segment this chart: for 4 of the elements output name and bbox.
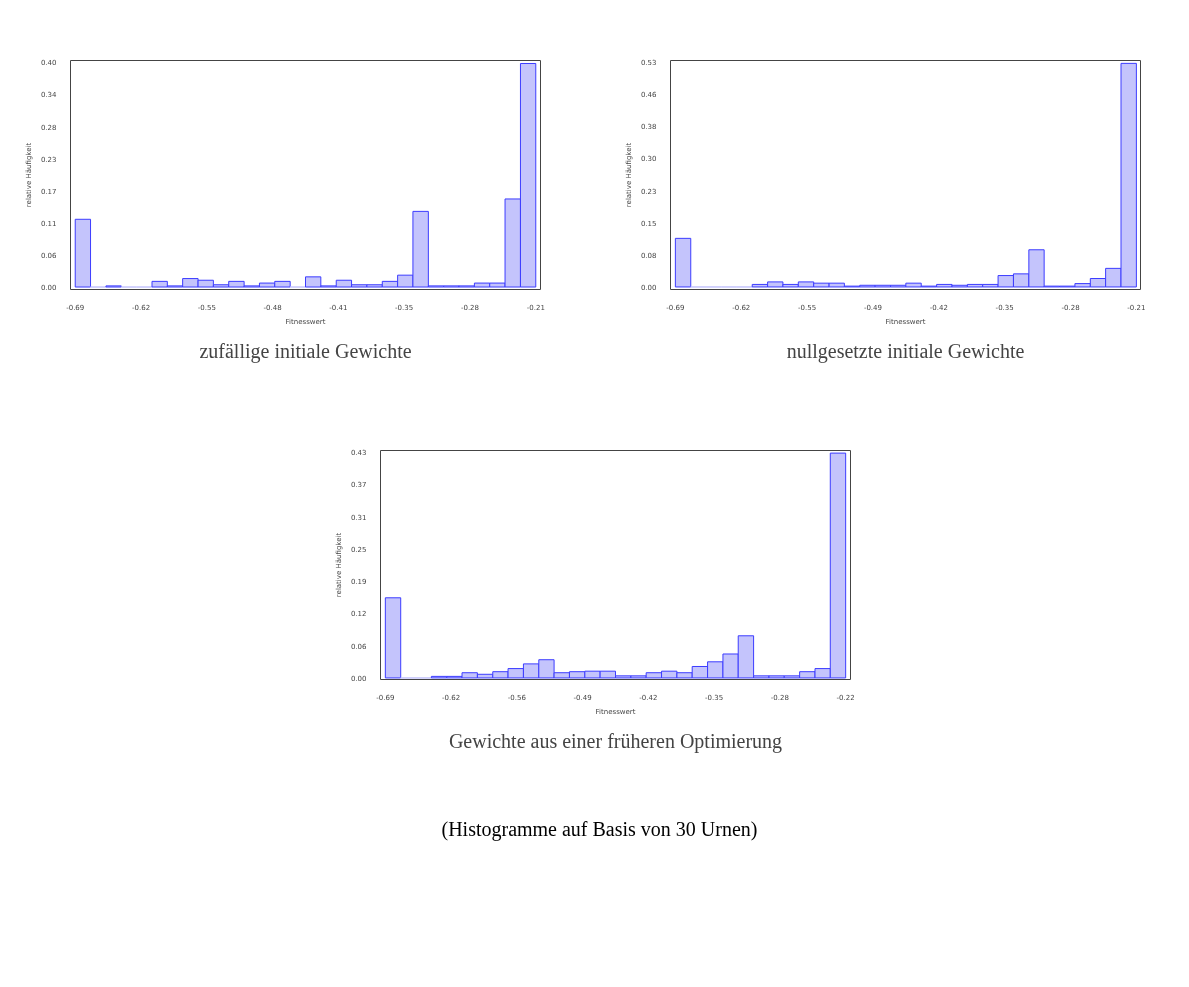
text: Gewichte aus einer früheren Optimierung <box>448 729 783 753</box>
text: (Histogramme auf Basis von 30 Urnen) <box>441 817 758 843</box>
text: zufällige initiale Gewichte <box>199 339 412 363</box>
text: nullgesetzte initiale Gewichte <box>786 339 1025 363</box>
